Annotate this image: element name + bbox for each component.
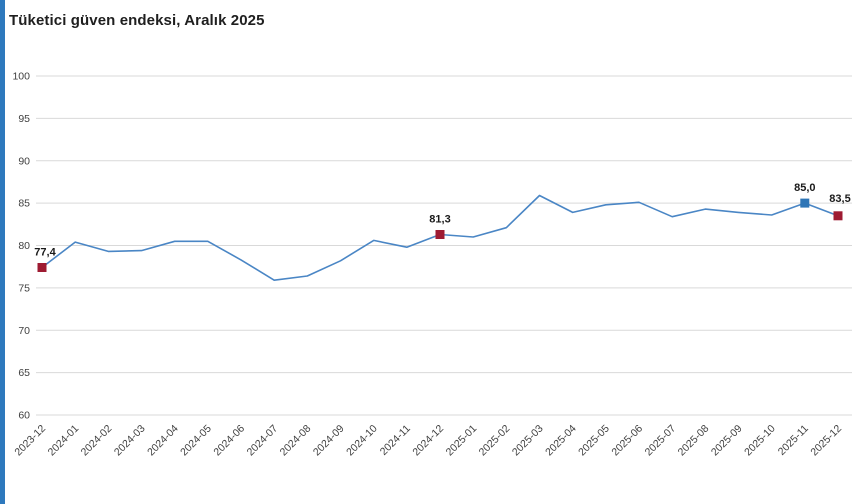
x-axis-tick-label: 2024-01 xyxy=(46,423,82,459)
y-axis-tick-label: 90 xyxy=(18,155,30,167)
marker-square xyxy=(37,263,47,272)
x-axis-tick-label: 2025-12 xyxy=(808,423,844,459)
x-axis-tick-label: 2025-05 xyxy=(576,423,612,459)
x-axis-tick-label: 2024-07 xyxy=(245,423,281,459)
x-axis-tick-label: 2024-12 xyxy=(410,423,446,459)
data-point-label: 83,5 xyxy=(829,193,850,205)
y-axis-tick-label: 100 xyxy=(12,71,30,83)
x-axis-tick-label: 2025-04 xyxy=(543,423,579,459)
x-axis-tick-label: 2025-08 xyxy=(676,423,712,459)
data-point-label: 77,4 xyxy=(34,247,56,259)
x-axis-tick-label: 2024-09 xyxy=(311,423,347,459)
x-axis-tick-label: 2024-05 xyxy=(178,423,214,459)
x-axis-tick-label: 2024-11 xyxy=(378,423,413,458)
y-axis-tick-label: 80 xyxy=(18,240,30,252)
left-accent-bar xyxy=(0,0,5,504)
y-axis-tick-label: 65 xyxy=(18,367,30,379)
x-axis-tick-label: 2025-01 xyxy=(444,423,480,459)
x-axis-tick-label: 2024-08 xyxy=(278,423,314,459)
y-axis-tick-label: 85 xyxy=(18,198,30,210)
x-axis-tick-label: 2024-02 xyxy=(79,423,115,459)
y-axis-tick-label: 70 xyxy=(18,325,30,337)
y-axis-tick-label: 95 xyxy=(18,113,30,125)
x-axis-tick-label: 2024-04 xyxy=(145,423,181,459)
x-axis-tick-label: 2025-07 xyxy=(643,423,679,459)
x-axis-tick-label: 2024-06 xyxy=(211,423,247,459)
x-axis-tick-label: 2025-03 xyxy=(510,423,546,459)
x-axis-tick-label: 2024-10 xyxy=(344,423,380,459)
data-point-label: 81,3 xyxy=(429,214,450,226)
x-axis-tick-label: 2025-11 xyxy=(776,423,811,458)
y-axis-tick-label: 60 xyxy=(18,410,30,422)
x-axis-tick-label: 2023-12 xyxy=(12,423,48,459)
x-axis-tick-label: 2025-02 xyxy=(477,423,513,459)
marker-square xyxy=(435,230,445,239)
chart-title: Tüketici güven endeksi, Aralık 2025 xyxy=(9,12,265,29)
data-point-label: 85,0 xyxy=(794,182,815,194)
marker-square xyxy=(833,211,843,221)
x-axis-tick-label: 2025-10 xyxy=(742,423,778,459)
x-axis-tick-label: 2025-06 xyxy=(609,423,645,459)
x-axis-tick-label: 2024-03 xyxy=(112,423,148,459)
x-axis-tick-label: 2025-09 xyxy=(709,423,745,459)
y-axis-tick-label: 75 xyxy=(18,282,30,294)
marker-square xyxy=(800,198,810,208)
